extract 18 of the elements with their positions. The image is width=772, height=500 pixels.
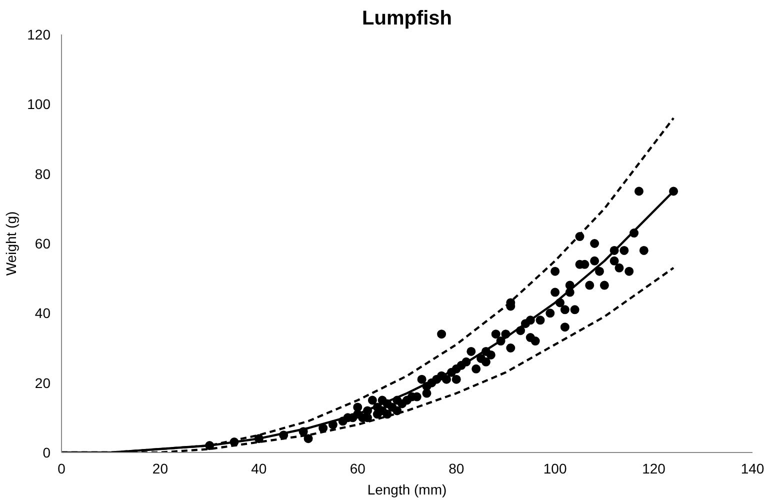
- x-tick-label: 40: [251, 460, 267, 476]
- x-tick-label: 140: [740, 460, 764, 476]
- x-tick-label: 100: [543, 460, 567, 476]
- x-axis-title: Length (mm): [367, 482, 447, 498]
- y-tick-label: 0: [42, 444, 51, 460]
- x-tick-label: 60: [350, 460, 366, 476]
- y-tick-label: 100: [27, 96, 51, 112]
- y-tick-label: 120: [27, 26, 51, 42]
- y-tick-label: 40: [34, 305, 51, 322]
- y-tick-label: 20: [34, 374, 51, 391]
- y-axis-title: Weight (g): [3, 211, 20, 276]
- x-tick-label: 80: [448, 460, 464, 476]
- x-tick-label: 0: [58, 460, 66, 476]
- y-tick-label: 80: [34, 166, 51, 182]
- chart-title: Lumpfish: [362, 8, 452, 30]
- x-tick-label: 120: [642, 460, 666, 476]
- x-tick-label: 20: [152, 460, 168, 476]
- y-tick-label: 60: [34, 236, 51, 252]
